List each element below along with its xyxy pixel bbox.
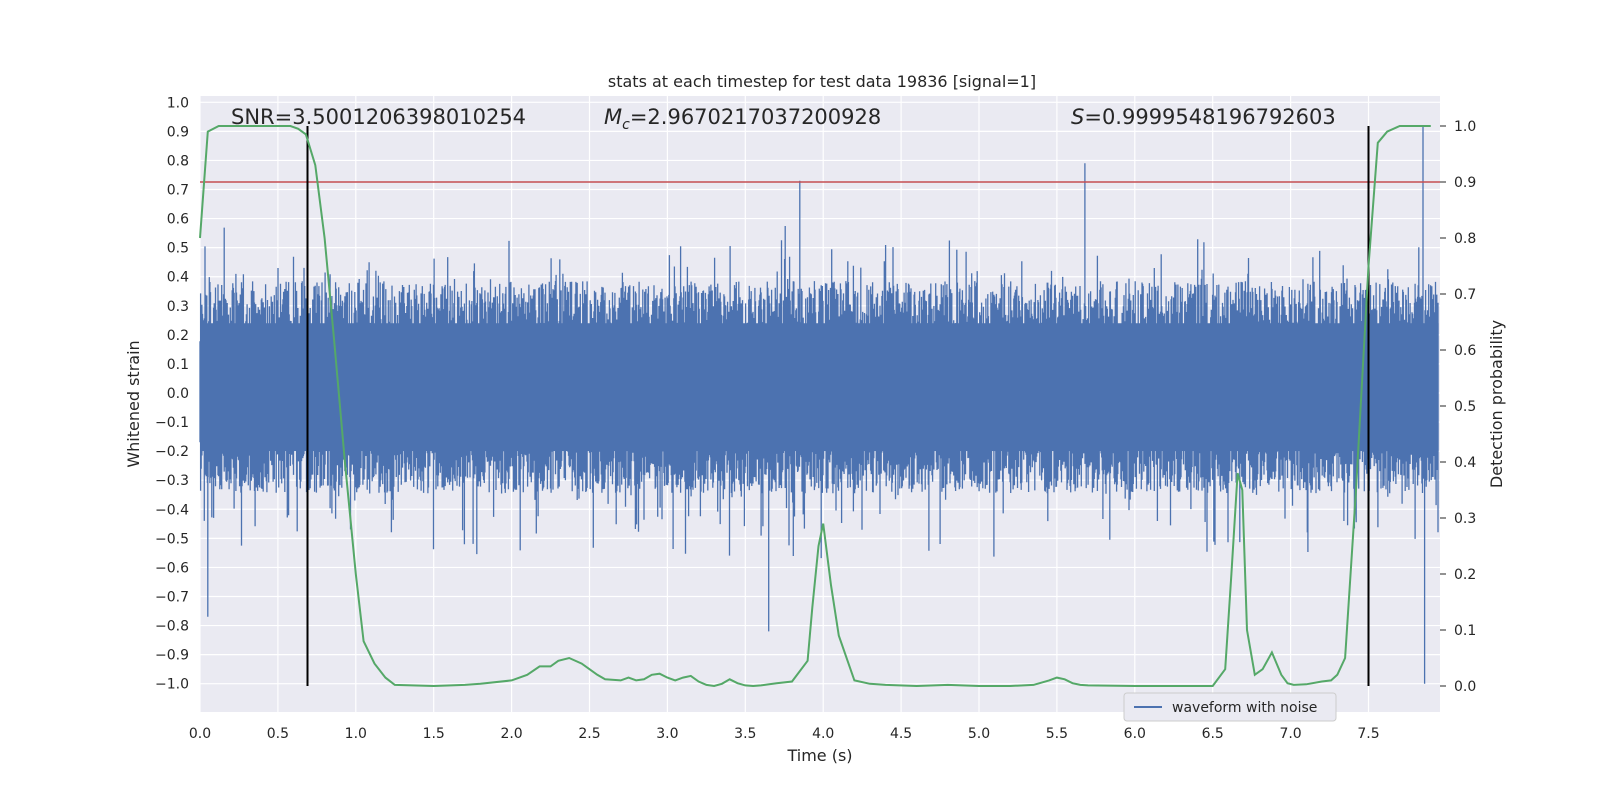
y-tick-labels: 1.0 0.9 0.8 0.7 0.6 0.5 0.4 0.3 0.2 0.1 0.0 −0.1 −0.… xyxy=(155,95,189,692)
snr-annotation: SNR=3.5001206398010254 xyxy=(231,105,526,129)
y-right-tick-label: 0.8 xyxy=(1454,231,1476,247)
mc-subscript: c xyxy=(622,117,630,133)
y-tick-label: 0.4 xyxy=(167,270,189,286)
y-right-tick-labels: 1.0 0.9 0.8 0.7 0.6 0.5 0.4 0.3 0.2 0.1 0.0 xyxy=(1440,119,1476,695)
y-tick-label: 0.8 xyxy=(167,153,189,169)
x-tick-label: 2.0 xyxy=(500,726,522,742)
y-right-tick-label: 0.7 xyxy=(1454,287,1476,303)
y-tick-label: 0.9 xyxy=(167,124,189,140)
x-tick-label: 5.0 xyxy=(968,726,990,742)
y-tick-label: −0.7 xyxy=(155,589,189,605)
x-tick-labels: 0.0 0.5 1.0 1.5 2.0 2.5 3.0 3.5 4.0 4.5 5.0 5.5 6.0 6… xyxy=(189,726,1380,742)
legend-box xyxy=(1123,692,1337,722)
y-tick-label: −0.6 xyxy=(155,560,189,576)
y-tick-label: −0.9 xyxy=(155,648,189,664)
y-right-tick-label: 0.9 xyxy=(1454,175,1476,191)
x-tick-label: 6.0 xyxy=(1124,726,1146,742)
mc-symbol: M xyxy=(604,105,622,129)
y-right-tick-label: 0.1 xyxy=(1454,623,1476,639)
y-tick-label: −0.3 xyxy=(155,473,189,489)
y-right-tick-label: 1.0 xyxy=(1454,119,1476,135)
x-tick-label: 1.0 xyxy=(345,726,367,742)
x-tick-label: 3.0 xyxy=(656,726,678,742)
x-tick-label: 0.5 xyxy=(267,726,289,742)
y-tick-label: 0.3 xyxy=(167,299,189,315)
mc-annotation: Mc=2.9670217037200928 xyxy=(604,105,881,133)
y-right-axis-label: Detection probability xyxy=(1487,320,1506,488)
s-value: =0.9999548196792603 xyxy=(1084,105,1335,129)
x-tick-label: 5.5 xyxy=(1046,726,1068,742)
y-axis-label: Whitened strain xyxy=(124,340,143,467)
probability-line xyxy=(199,125,1431,688)
x-tick-label: 7.0 xyxy=(1279,726,1301,742)
x-tick-label: 6.5 xyxy=(1202,726,1224,742)
y-tick-label: 0.1 xyxy=(167,357,189,373)
y-tick-label: 0.7 xyxy=(167,183,189,199)
y-tick-label: 0.5 xyxy=(167,241,189,257)
y-tick-label: −0.5 xyxy=(155,531,189,547)
x-tick-label: 3.5 xyxy=(734,726,756,742)
waveform-series xyxy=(199,125,1439,684)
x-tick-label: 4.0 xyxy=(812,726,834,742)
x-axis-label: Time (s) xyxy=(786,746,852,765)
y-tick-label: 0.2 xyxy=(167,328,189,344)
s-symbol: S xyxy=(1071,105,1084,129)
x-tick-label: 1.5 xyxy=(423,726,445,742)
x-tick-label: 7.5 xyxy=(1357,726,1379,742)
y-tick-label: −0.1 xyxy=(155,415,189,431)
legend-label-waveform: waveform with noise xyxy=(1172,700,1317,716)
chart-title: stats at each timestep for test data 198… xyxy=(608,72,1036,91)
chart-overlays xyxy=(199,125,1440,688)
y-tick-label: 0.6 xyxy=(167,212,189,228)
x-tick-label: 0.0 xyxy=(189,726,211,742)
y-right-tick-label: 0.2 xyxy=(1454,567,1476,583)
y-tick-label: −0.8 xyxy=(155,619,189,635)
y-right-tick-label: 0.0 xyxy=(1454,679,1476,695)
waveform-core-band xyxy=(200,323,1439,452)
mc-value: =2.9670217037200928 xyxy=(630,105,881,129)
y-tick-label: −0.2 xyxy=(155,444,189,460)
x-tick-label: 4.5 xyxy=(890,726,912,742)
y-tick-label: −0.4 xyxy=(155,502,189,518)
y-tick-label: 1.0 xyxy=(167,95,189,111)
y-right-tick-label: 0.5 xyxy=(1454,399,1476,415)
y-right-tick-label: 0.6 xyxy=(1454,343,1476,359)
y-tick-label: −1.0 xyxy=(155,677,189,693)
s-annotation: S=0.9999548196792603 xyxy=(1071,105,1336,129)
y-tick-label: 0.0 xyxy=(167,386,189,402)
y-right-tick-label: 0.4 xyxy=(1454,455,1476,471)
legend: waveform with noise xyxy=(1123,692,1337,722)
y-right-tick-label: 0.3 xyxy=(1454,511,1476,527)
x-tick-label: 2.5 xyxy=(578,726,600,742)
